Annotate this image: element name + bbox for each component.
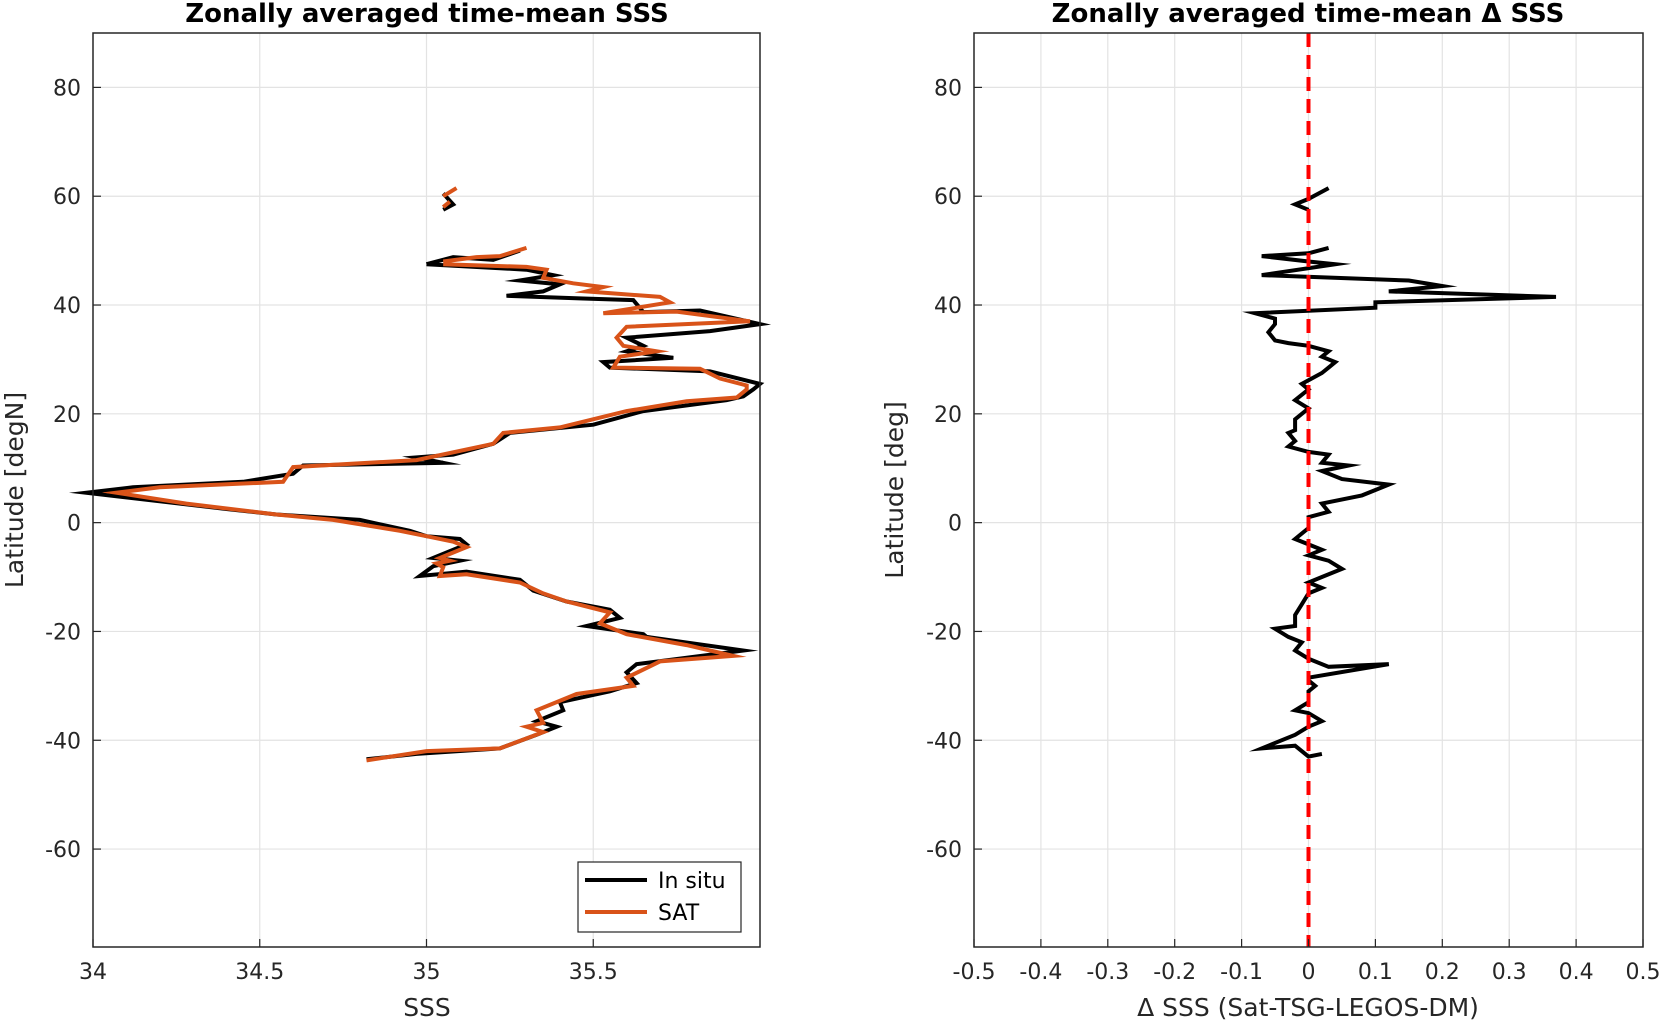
- x-tick-label: -0.4: [1019, 960, 1062, 985]
- y-tick-label: 40: [934, 294, 962, 319]
- right-ticks: -0.5 -0.4 -0.3 -0.2 -0.1 0 0.1 0.2 0.3 0.4 0.5 80 60…: [926, 76, 1660, 985]
- x-tick-label: 34.5: [235, 960, 284, 985]
- y-tick-label: -40: [45, 729, 81, 754]
- right-grid: [974, 33, 1643, 947]
- y-tick-label: -20: [45, 620, 81, 645]
- y-tick-label: 80: [53, 76, 81, 101]
- y-tick-label: -60: [926, 838, 962, 863]
- x-tick-label: 0.2: [1425, 960, 1460, 985]
- y-tick-label: 20: [934, 403, 962, 428]
- delta-sss-line: [1289, 186, 1330, 212]
- sat-line: [442, 186, 458, 198]
- x-tick-label: -0.3: [1086, 960, 1129, 985]
- y-tick-label: 80: [934, 76, 962, 101]
- x-tick-label: 0.3: [1492, 960, 1527, 985]
- right-series: [1242, 33, 1557, 947]
- x-tick-label: 0.5: [1626, 960, 1661, 985]
- left-ticks: 34 34.5 35 35.5 80 60 40 20 0 -20 -40 -60: [45, 76, 618, 985]
- y-tick-label: 0: [67, 512, 81, 537]
- x-tick-label: 0: [1302, 960, 1316, 985]
- y-tick-label: -20: [926, 620, 962, 645]
- sss-panel: Zonally averaged time-mean SSS 34 34.5 35 3…: [0, 0, 772, 1022]
- sat-line: [441, 200, 452, 209]
- y-tick-label: 40: [53, 294, 81, 319]
- sat-line: [101, 262, 751, 763]
- x-tick-label: 35: [413, 960, 441, 985]
- legend-label-in-situ: In situ: [658, 869, 726, 894]
- left-y-axis-label: Latitude [degN]: [0, 392, 29, 588]
- left-grid: [93, 33, 760, 947]
- right-x-axis-label: Δ SSS (Sat-TSG-LEGOS-DM): [1137, 993, 1479, 1022]
- right-y-axis-label: Latitude [deg]: [880, 401, 909, 578]
- delta-sss-panel: Zonally averaged time-mean Δ SSS -0.5 -0.…: [880, 0, 1661, 1022]
- y-tick-label: 60: [53, 185, 81, 210]
- left-x-axis-label: SSS: [403, 993, 451, 1022]
- x-tick-label: 35.5: [569, 960, 618, 985]
- y-tick-label: 0: [948, 512, 962, 537]
- x-tick-label: 0.1: [1358, 960, 1393, 985]
- y-tick-label: 60: [934, 185, 962, 210]
- right-chart-title: Zonally averaged time-mean Δ SSS: [1052, 0, 1565, 29]
- legend-box: [577, 861, 742, 933]
- delta-sss-line: [1242, 245, 1557, 759]
- x-tick-label: -0.1: [1220, 960, 1263, 985]
- in-situ-line: [68, 262, 772, 762]
- x-tick-label: 34: [79, 960, 107, 985]
- y-tick-label: -60: [45, 838, 81, 863]
- y-tick-label: -40: [926, 729, 962, 754]
- left-chart-title: Zonally averaged time-mean SSS: [185, 0, 669, 29]
- x-tick-label: 0.4: [1559, 960, 1594, 985]
- sat-line: [442, 245, 528, 264]
- legend: In situ SAT: [577, 861, 742, 933]
- legend-label-sat: SAT: [658, 901, 700, 926]
- x-tick-label: -0.2: [1153, 960, 1196, 985]
- x-tick-label: -0.5: [953, 960, 996, 985]
- in-situ-line: [441, 192, 457, 212]
- left-series: [68, 186, 772, 763]
- y-tick-label: 20: [53, 403, 81, 428]
